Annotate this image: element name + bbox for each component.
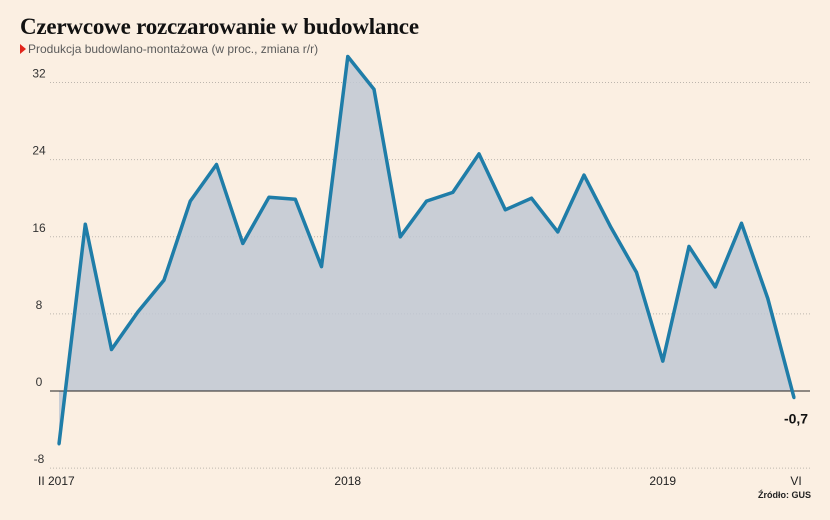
data-point	[162, 278, 166, 282]
data-point	[267, 195, 271, 199]
data-point	[713, 285, 717, 289]
data-point	[635, 270, 638, 274]
y-tick-label: 32	[32, 67, 46, 81]
data-point	[398, 235, 402, 239]
series-area	[59, 56, 794, 444]
data-point	[293, 197, 297, 201]
x-tick-label: 2019	[649, 474, 676, 488]
end-value-label: -0,7	[784, 411, 808, 427]
data-point	[57, 442, 61, 446]
x-axis-ticks: II 2017 2018 2019 VI	[38, 474, 802, 488]
y-tick-label: 24	[32, 144, 46, 158]
chart-title: Czerwcowe rozczarowanie w budowlance	[20, 14, 419, 39]
source-note: Źródło: GUS	[758, 490, 811, 500]
data-point	[582, 173, 586, 177]
chart-subtitle: Produkcja budowlano-montażowa (w proc., …	[20, 42, 318, 56]
data-point	[320, 265, 323, 269]
y-tick-label: -8	[34, 452, 45, 466]
x-tick-label: II 2017	[38, 474, 75, 488]
subtitle-text: Produkcja budowlano-montażowa (w proc., …	[28, 42, 319, 56]
data-point	[792, 396, 796, 400]
data-point	[740, 221, 743, 225]
x-tick-label: VI	[790, 474, 801, 488]
x-tick-label: 2018	[334, 474, 361, 488]
data-point	[83, 222, 87, 226]
subtitle-marker-icon	[20, 44, 26, 54]
data-point	[766, 296, 770, 300]
data-point	[451, 190, 455, 194]
data-points	[57, 54, 796, 446]
data-point	[241, 242, 245, 246]
data-point	[503, 208, 507, 212]
data-point	[372, 87, 376, 91]
y-tick-label: 16	[32, 221, 46, 235]
data-point	[556, 230, 560, 234]
data-point	[110, 348, 113, 352]
y-tick-label: 0	[36, 375, 43, 389]
data-point	[215, 162, 218, 166]
data-point	[530, 196, 533, 200]
data-point	[136, 310, 140, 314]
data-point	[661, 359, 665, 363]
data-point	[687, 244, 691, 248]
y-tick-label: 8	[36, 298, 43, 312]
data-point	[608, 224, 612, 228]
y-axis-ticks: -8 0 8 16 24 32	[32, 67, 46, 467]
data-point	[425, 199, 428, 203]
data-point	[477, 152, 481, 156]
data-point	[346, 54, 350, 58]
data-point	[188, 199, 192, 203]
